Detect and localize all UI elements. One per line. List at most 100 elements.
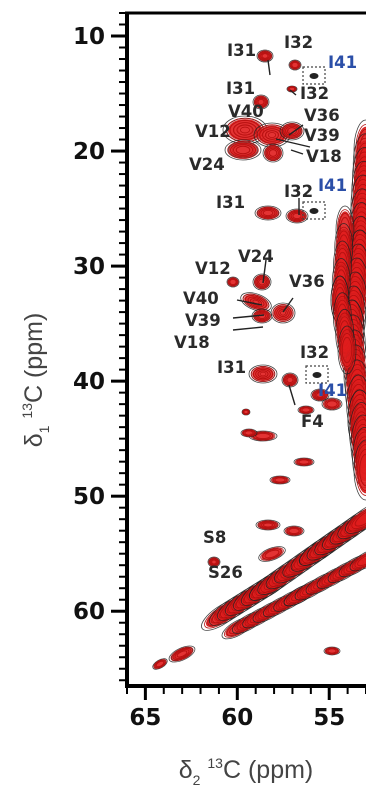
peak-dot: [312, 372, 322, 378]
dashed-box: [305, 365, 329, 384]
y-tick-label: 40: [73, 369, 105, 395]
contour-peak: [240, 292, 272, 312]
contour-peak: [283, 525, 305, 537]
peak-dot: [309, 73, 319, 79]
contour-peak: [258, 546, 286, 562]
peak-label: I32: [300, 84, 329, 103]
x-axis-superscript: 13: [207, 755, 223, 771]
peak-label: V36: [289, 272, 325, 291]
peak-label: I32: [284, 33, 313, 52]
y-tick-label: 20: [73, 139, 105, 165]
contour-peak: [226, 276, 240, 288]
y-axis-ticks: 10 20 30 40 50 60: [73, 12, 127, 682]
peak-label: F4: [301, 412, 324, 431]
peak-label: V18: [306, 147, 342, 166]
contour-peak: [310, 388, 330, 402]
peak-label: V39: [185, 311, 221, 330]
peak-marker-layer: [232, 59, 329, 406]
x-axis-symbol: δ: [179, 756, 193, 784]
peak-label: I31: [226, 79, 255, 98]
contour-peak: [248, 430, 278, 442]
peak-label: V40: [183, 289, 219, 308]
peak-label: S8: [203, 528, 226, 547]
contour-peak: [241, 408, 251, 416]
peak-label: V12: [195, 259, 231, 278]
y-tick-label: 10: [73, 24, 105, 50]
peak-label: V24: [238, 247, 274, 266]
contour-peak: [288, 59, 302, 71]
contour-peak: [337, 325, 357, 375]
peak-label: V36: [304, 106, 340, 125]
x-axis-subscript: 2: [193, 772, 201, 788]
contour-peak: [252, 94, 270, 110]
contour-layer: [152, 49, 366, 670]
x-axis-title: δ2 13C (ppm): [179, 755, 314, 788]
x-tick-label: 65: [129, 705, 161, 731]
contour-peak: [353, 439, 366, 501]
peak-leader-line: [232, 326, 264, 331]
peak-leader-line: [232, 314, 265, 319]
peak-label: I32: [300, 343, 329, 362]
dashed-box: [302, 66, 326, 85]
x-axis-nucleus: C (ppm): [223, 756, 313, 784]
contour-peak: [269, 475, 291, 485]
contour-peak: [293, 457, 315, 467]
peak-label: V24: [189, 155, 225, 174]
contour-peak: [279, 121, 305, 141]
contour-peak: [270, 302, 296, 324]
peak-label: I31: [227, 41, 256, 60]
contour-peak: [323, 646, 341, 656]
contour-peak: [168, 645, 196, 663]
y-axis-symbol: δ: [20, 433, 48, 447]
peak-leader-line: [288, 384, 296, 406]
contour-peak: [285, 208, 309, 224]
peak-label: S26: [208, 563, 243, 582]
contour-peak: [255, 519, 281, 531]
peak-label: V18: [174, 333, 210, 352]
contour-peak: [345, 502, 366, 534]
y-tick-label: 50: [73, 484, 105, 510]
peak-leader-line: [275, 138, 311, 148]
peak-label: V40: [228, 102, 264, 121]
peak-leader-line: [289, 89, 297, 96]
peak-leader-line: [262, 259, 267, 284]
y-axis-title: δ1 13C (ppm): [19, 313, 52, 448]
peak-leader-line: [290, 149, 304, 155]
contour-peak: [254, 205, 282, 221]
contour-peak: [281, 372, 299, 388]
y-tick-label: 30: [73, 254, 105, 280]
contour-peak: [349, 548, 366, 572]
peak-leader-line: [282, 297, 294, 313]
peak-label-layer: I31 I32 I41 I31 I32 V40 V36 V12 V39 V18 V24 I31 I32 I…: [174, 33, 357, 582]
contour-peak: [321, 397, 343, 411]
peak-label: V39: [304, 126, 340, 145]
y-axis-subscript: 1: [36, 425, 52, 433]
peak-label: I41: [318, 381, 347, 400]
x-tick-label: 55: [313, 705, 345, 731]
y-axis-superscript: 13: [19, 403, 35, 419]
peak-label: V12: [195, 122, 231, 141]
peak-leader-line: [236, 299, 263, 306]
y-tick-label: 60: [73, 599, 105, 625]
contour-peak: [262, 143, 284, 163]
x-tick-label: 60: [221, 705, 253, 731]
contour-peak: [248, 364, 278, 384]
contour-peak: [152, 658, 168, 670]
y-axis-nucleus: C (ppm): [20, 313, 48, 403]
contour-peak: [252, 273, 272, 291]
dashed-box: [302, 201, 326, 220]
contour-peak: [297, 405, 315, 415]
peak-label: I31: [217, 358, 246, 377]
contour-peak: [240, 428, 258, 438]
peak-dot: [309, 208, 319, 214]
peak-label: I41: [328, 53, 357, 72]
contour-peak: [207, 556, 221, 568]
peak-label: I41: [318, 176, 347, 195]
peak-leader-line: [288, 124, 304, 136]
peak-label: I32: [284, 182, 313, 201]
peak-leader-line: [267, 59, 271, 76]
peak-label: I31: [216, 193, 245, 212]
contour-peak: [224, 139, 262, 161]
contour-peak: [256, 49, 274, 63]
